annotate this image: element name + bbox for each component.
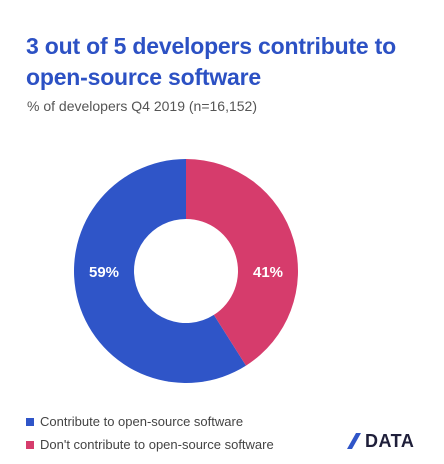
chart-title: 3 out of 5 developers contribute to open…: [26, 33, 396, 90]
donut-slice-contribute: [74, 159, 247, 383]
chart-subtitle: % of developers Q4 2019 (n=16,152): [27, 98, 257, 114]
donut-slices: [74, 159, 299, 383]
legend-swatch-contribute: [26, 418, 34, 426]
donut-label-contribute: 59%: [89, 264, 119, 281]
legend-swatch-dont-contribute: [26, 441, 34, 449]
slash-logo-icon: [347, 433, 361, 449]
donut-label-dont-contribute: 41%: [253, 264, 283, 281]
donut-labels: 59% 41%: [89, 264, 283, 281]
legend-label-contribute: Contribute to open-source software: [40, 414, 244, 429]
legend-item-contribute: Contribute to open-source software: [26, 413, 243, 431]
donut-slice-dont-contribute: [186, 159, 299, 366]
legend-item-dont-contribute: Don't contribute to open-source software: [26, 436, 274, 454]
legend-label-dont-contribute: Don't contribute to open-source software: [40, 437, 274, 452]
brand-logo: DATA: [346, 429, 418, 453]
brand-text: DATA: [365, 430, 415, 451]
